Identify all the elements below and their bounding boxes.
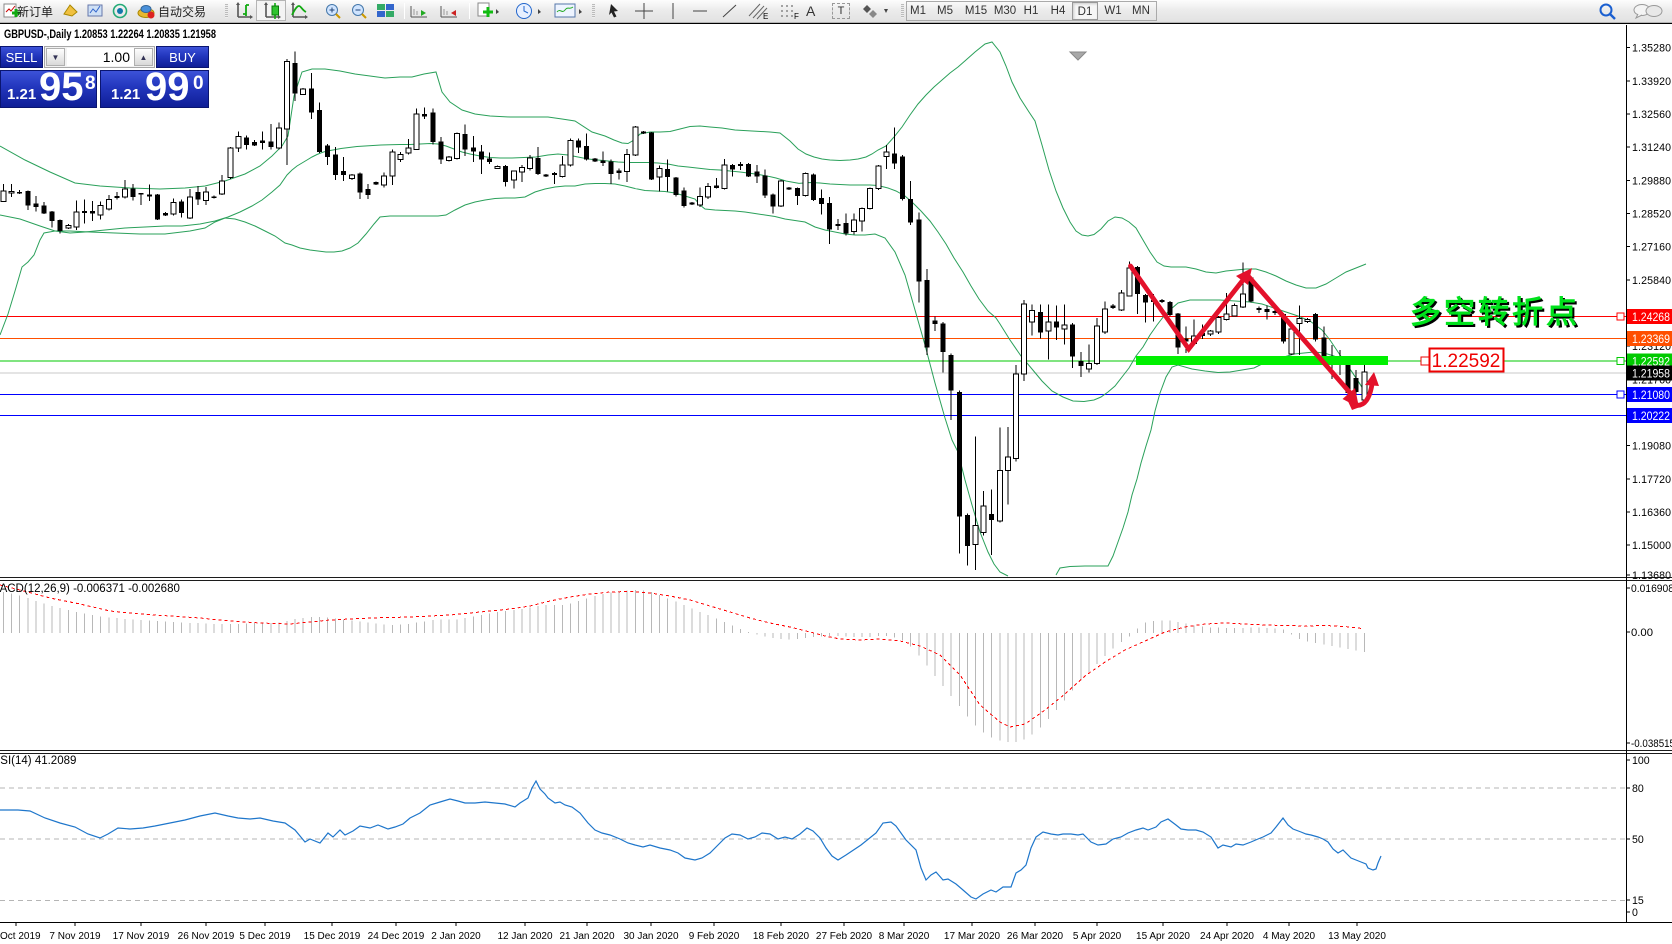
svg-text:8 Mar 2020: 8 Mar 2020: [879, 931, 930, 942]
svg-text:1.16360: 1.16360: [1632, 507, 1671, 519]
svg-text:7 Nov 2019: 7 Nov 2019: [49, 931, 101, 942]
svg-text:1.29880: 1.29880: [1632, 175, 1671, 187]
svg-text:1.15000: 1.15000: [1632, 540, 1671, 552]
svg-text:15 Apr 2020: 15 Apr 2020: [1136, 931, 1190, 942]
svg-text:26 Nov 2019: 26 Nov 2019: [178, 931, 235, 942]
svg-text:5 Dec 2019: 5 Dec 2019: [239, 931, 291, 942]
svg-text:80: 80: [1632, 783, 1644, 795]
svg-text:1.21958: 1.21958: [1632, 369, 1670, 381]
svg-text:1.25840: 1.25840: [1632, 275, 1671, 287]
svg-text:1.23369: 1.23369: [1632, 334, 1670, 346]
svg-text:1.32560: 1.32560: [1632, 109, 1671, 121]
svg-text:1.31240: 1.31240: [1632, 142, 1671, 154]
svg-text:17 Mar 2020: 17 Mar 2020: [944, 931, 1001, 942]
svg-text:2 Jan 2020: 2 Jan 2020: [431, 931, 481, 942]
svg-text:13 May 2020: 13 May 2020: [1328, 931, 1386, 942]
svg-text:50: 50: [1632, 834, 1644, 846]
svg-text:GBPUSD-,Daily 1.20853 1.22264: GBPUSD-,Daily 1.20853 1.22264 1.20835 1.…: [4, 29, 216, 41]
svg-text:0.016908: 0.016908: [1631, 583, 1672, 595]
svg-text:0: 0: [1632, 907, 1638, 919]
svg-text:1.17720: 1.17720: [1632, 474, 1671, 486]
svg-text:17 Nov 2019: 17 Nov 2019: [113, 931, 170, 942]
svg-text:24 Apr 2020: 24 Apr 2020: [1200, 931, 1254, 942]
svg-text:MACD(12,26,9) -0.006371 -0.002: MACD(12,26,9) -0.006371 -0.002680: [0, 583, 180, 595]
svg-text:24 Dec 2019: 24 Dec 2019: [368, 931, 425, 942]
svg-text:F: F: [794, 12, 799, 21]
svg-text:0.00: 0.00: [1631, 627, 1653, 639]
svg-text:E: E: [763, 12, 768, 21]
svg-text:1.21080: 1.21080: [1632, 390, 1670, 402]
svg-text:27 Feb 2020: 27 Feb 2020: [816, 931, 873, 942]
svg-text:30 Jan 2020: 30 Jan 2020: [623, 931, 678, 942]
svg-text:1.35280: 1.35280: [1632, 43, 1671, 55]
svg-text:1.33920: 1.33920: [1632, 76, 1671, 88]
svg-text:26 Mar 2020: 26 Mar 2020: [1007, 931, 1064, 942]
svg-text:21 Jan 2020: 21 Jan 2020: [559, 931, 614, 942]
svg-text:RSI(14) 41.2089: RSI(14) 41.2089: [0, 755, 76, 767]
svg-text:100: 100: [1632, 755, 1650, 767]
svg-text:1.19080: 1.19080: [1632, 441, 1671, 453]
svg-text:1.28520: 1.28520: [1632, 209, 1671, 221]
svg-text:1.22592: 1.22592: [1432, 351, 1501, 372]
svg-text:18 Feb 2020: 18 Feb 2020: [753, 931, 810, 942]
svg-text:1.24268: 1.24268: [1632, 312, 1670, 324]
svg-text:12 Jan 2020: 12 Jan 2020: [497, 931, 552, 942]
svg-text:1.13680: 1.13680: [1632, 570, 1671, 582]
svg-text:15 Dec 2019: 15 Dec 2019: [304, 931, 361, 942]
svg-text:Oct 2019: Oct 2019: [0, 931, 41, 942]
svg-text:15: 15: [1632, 895, 1644, 907]
svg-text:多空转折点: 多空转折点: [1410, 295, 1580, 330]
svg-text:9 Feb 2020: 9 Feb 2020: [689, 931, 740, 942]
svg-text:1.20222: 1.20222: [1632, 411, 1670, 423]
svg-text:-0.038515: -0.038515: [1631, 738, 1672, 750]
svg-text:1.27160: 1.27160: [1632, 242, 1671, 254]
svg-text:多空转折点: 多空转折点: [1412, 297, 1582, 332]
svg-text:5 Apr 2020: 5 Apr 2020: [1073, 931, 1122, 942]
svg-text:4 May 2020: 4 May 2020: [1263, 931, 1316, 942]
